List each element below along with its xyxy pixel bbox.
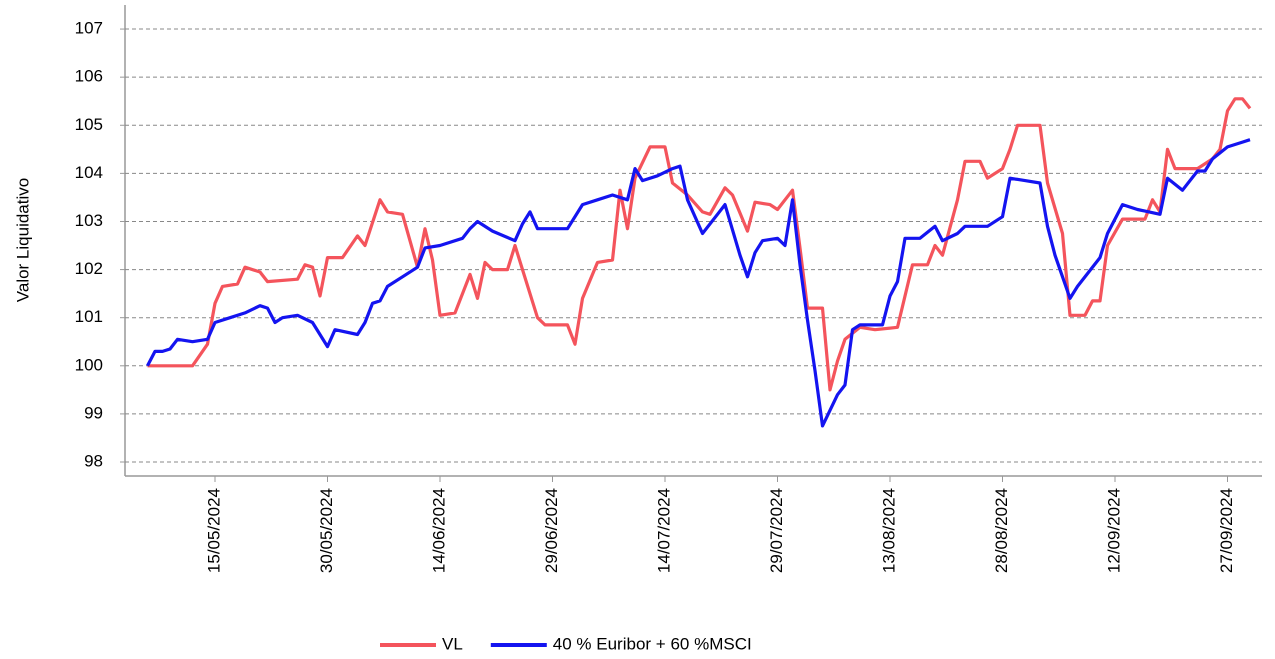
y-axis-label: Valor Liquidativo <box>13 178 32 302</box>
x-tick-label: 30/05/2024 <box>317 488 336 573</box>
x-tick-label: 12/09/2024 <box>1104 488 1123 573</box>
y-tick-label: 104 <box>75 163 103 182</box>
x-tick-label: 27/09/2024 <box>1217 488 1236 573</box>
legend-label: VL <box>442 634 463 653</box>
y-tick-label: 101 <box>75 307 103 326</box>
x-tick-label: 13/08/2024 <box>879 488 898 573</box>
series-line <box>147 97 1252 392</box>
y-tick-label: 106 <box>75 67 103 86</box>
y-tick-label: 100 <box>75 355 103 374</box>
series-line <box>146 138 1251 428</box>
x-tick-label: 29/07/2024 <box>767 488 786 573</box>
x-tick-label: 14/06/2024 <box>429 488 448 573</box>
y-tick-label: 103 <box>75 211 103 230</box>
y-tick-label: 105 <box>75 115 103 134</box>
x-tick-label: 29/06/2024 <box>542 488 561 573</box>
y-tick-label: 107 <box>75 19 103 38</box>
x-tick-label: 15/05/2024 <box>204 488 223 573</box>
y-tick-label: 102 <box>75 259 103 278</box>
x-tick-label: 14/07/2024 <box>654 488 673 573</box>
y-tick-label: 99 <box>84 403 103 422</box>
legend-label: 40 % Euribor + 60 %MSCI <box>553 634 752 653</box>
x-tick-label: 28/08/2024 <box>992 488 1011 573</box>
y-tick-label: 98 <box>84 451 103 470</box>
